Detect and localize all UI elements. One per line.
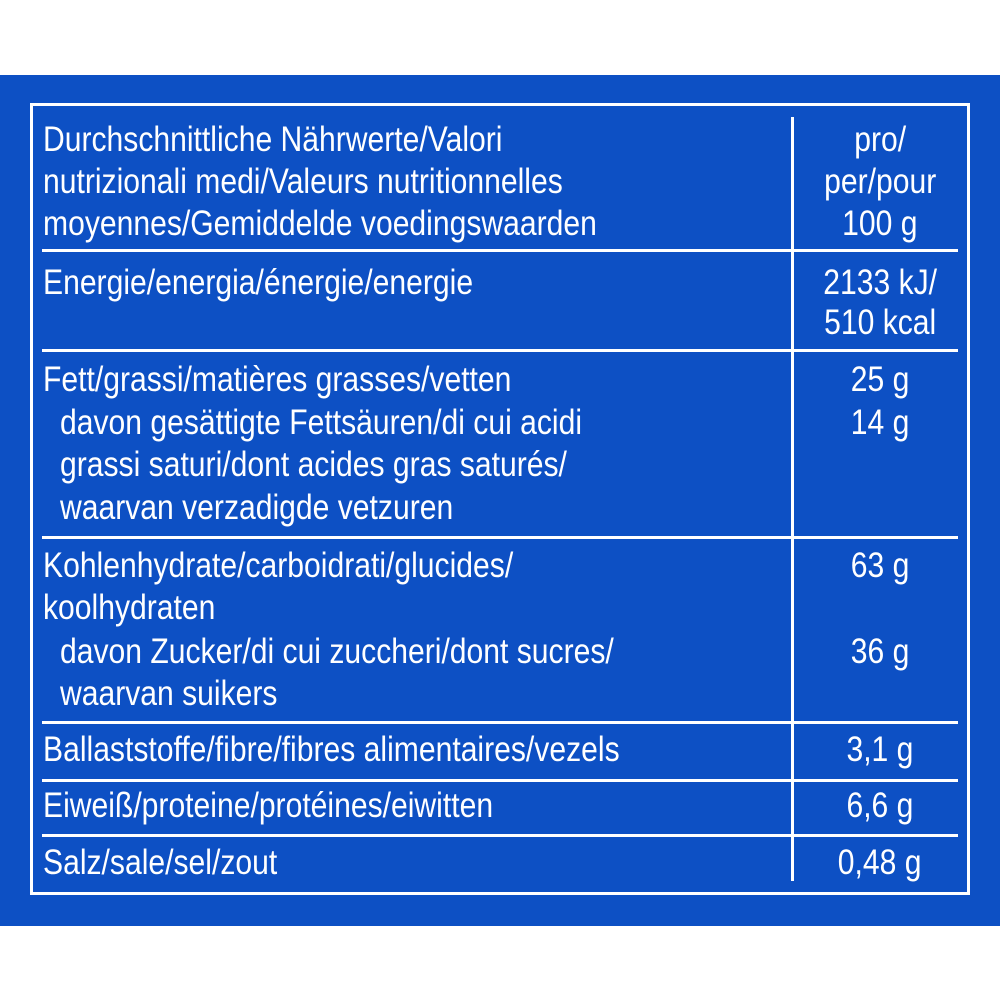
- saturates-label: davon gesättigte Fettsäuren/di cui acidi: [60, 403, 583, 442]
- column-divider: [791, 117, 794, 881]
- header-label: nutrizionali medi/Valeurs nutritionnelle…: [43, 162, 563, 201]
- fat-value: 25 g: [850, 360, 910, 399]
- protein-value: 6,6 g: [846, 786, 914, 825]
- table-border: [30, 103, 970, 895]
- header-unit: pro/: [854, 120, 906, 159]
- saturates-label: waarvan verzadigde vetzuren: [60, 488, 454, 527]
- header-unit: per/pour: [823, 162, 937, 201]
- fibre-label: Ballaststoffe/fibre/fibres alimentaires/…: [43, 730, 620, 769]
- energy-value: 510 kcal: [823, 303, 937, 342]
- energy-value: 2133 kJ/: [823, 263, 937, 302]
- header-unit: 100 g: [842, 204, 918, 243]
- row-divider: [42, 721, 958, 724]
- row-divider: [42, 834, 958, 837]
- carbohydrate-label: koolhydraten: [43, 588, 216, 627]
- energy-label: Energie/energia/énergie/energie: [43, 263, 474, 302]
- salt-value: 0,48 g: [838, 843, 922, 882]
- saturates-label: grassi saturi/dont acides gras saturés/: [60, 445, 567, 484]
- sugars-value: 36 g: [850, 632, 910, 671]
- blue-background: [0, 75, 1000, 926]
- carbohydrate-value: 63 g: [850, 546, 910, 585]
- row-divider: [42, 349, 958, 352]
- fat-label: Fett/grassi/matières grasses/vetten: [43, 360, 512, 399]
- sugars-label: waarvan suikers: [60, 674, 278, 713]
- sugars-label: davon Zucker/di cui zuccheri/dont sucres…: [60, 632, 614, 671]
- fibre-value: 3,1 g: [846, 730, 914, 769]
- header-label: moyennes/Gemiddelde voedingswaarden: [43, 204, 597, 243]
- salt-label: Salz/sale/sel/zout: [43, 843, 278, 882]
- protein-label: Eiweiß/proteine/protéines/eiwitten: [43, 786, 494, 825]
- row-divider: [42, 779, 958, 782]
- row-divider: [42, 536, 958, 539]
- row-divider: [42, 249, 958, 252]
- saturates-value: 14 g: [850, 403, 910, 442]
- carbohydrate-label: Kohlenhydrate/carboidrati/glucides/: [43, 546, 514, 585]
- header-label: Durchschnittliche Nährwerte/Valori: [43, 120, 503, 159]
